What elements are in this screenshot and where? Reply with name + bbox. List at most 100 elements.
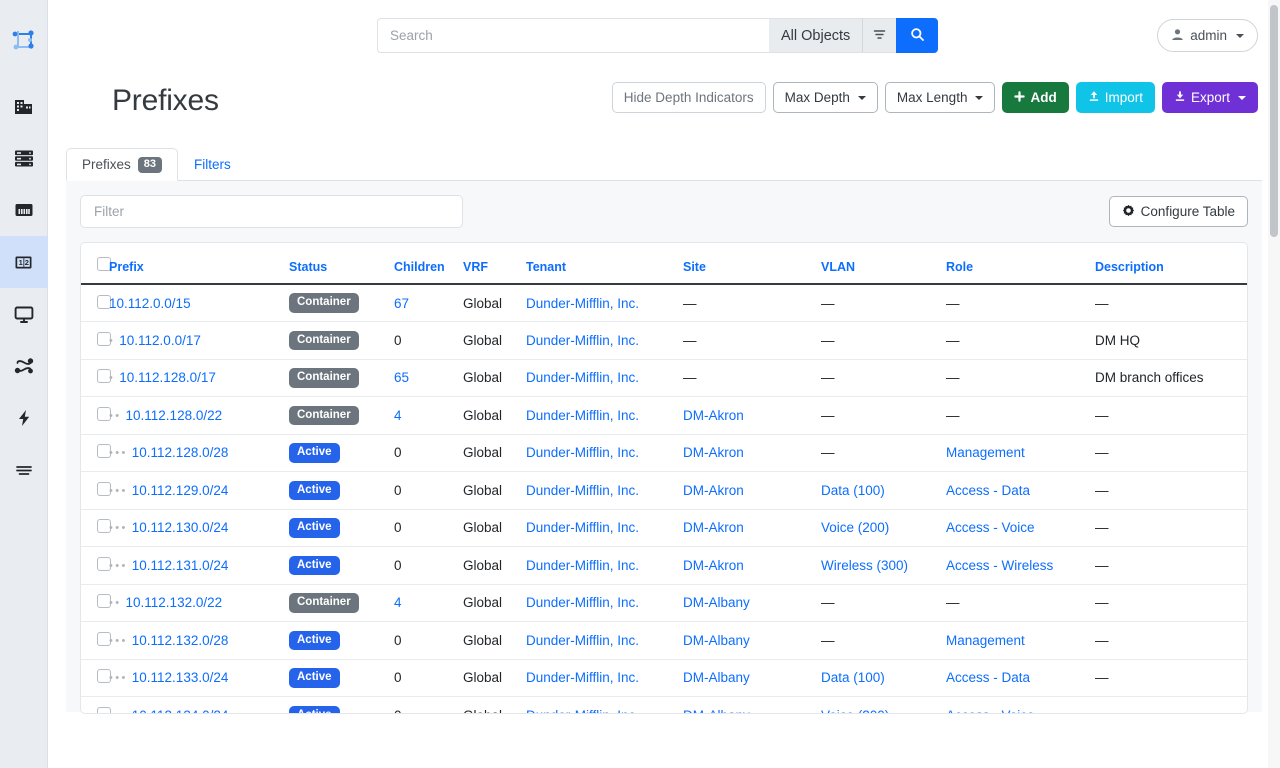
row-select-cell [81, 359, 111, 397]
search-input[interactable] [377, 18, 769, 53]
role-cell: Management [946, 434, 1095, 472]
role-link[interactable]: Access - Voice [946, 708, 1035, 713]
tenant-link[interactable]: Dunder-Mifflin, Inc. [526, 595, 640, 611]
column-header-status[interactable]: Status [289, 243, 394, 285]
sidebar-item-power[interactable] [0, 392, 48, 444]
tenant-link[interactable]: Dunder-Mifflin, Inc. [526, 708, 639, 713]
site-link[interactable]: DM-Akron [683, 482, 744, 498]
prefix-link[interactable]: 10.112.0.0/15 [109, 295, 191, 311]
site-link[interactable]: DM-Akron [683, 557, 744, 573]
role-link[interactable]: Management [946, 445, 1025, 461]
prefix-link[interactable]: 10.112.128.0/22 [125, 407, 223, 423]
search-scope-selector[interactable]: All Objects [769, 18, 863, 53]
column-header-vlan[interactable]: VLAN [821, 243, 946, 285]
prefix-link[interactable]: 10.112.128.0/17 [119, 370, 216, 386]
tenant-link[interactable]: Dunder-Mifflin, Inc. [526, 407, 640, 423]
tab-prefixes-count: 83 [137, 156, 163, 173]
vlan-link[interactable]: Data (100) [821, 482, 885, 498]
vlan-link[interactable]: Data (100) [821, 670, 885, 686]
configure-table-button[interactable]: Configure Table [1108, 196, 1248, 227]
site-link[interactable]: DM-Akron [683, 445, 744, 461]
sidebar-item-netbox-logo[interactable] [0, 0, 48, 80]
column-header-tenant[interactable]: Tenant [526, 243, 683, 285]
tenant-link[interactable]: Dunder-Mifflin, Inc. [526, 445, 640, 461]
prefix-link[interactable]: 10.112.130.0/24 [131, 520, 229, 536]
description-cell: — [1095, 621, 1247, 660]
children-link[interactable]: 4 [394, 407, 402, 423]
prefix-link[interactable]: 10.112.0.0/17 [119, 332, 201, 348]
prefix-link[interactable]: 10.112.132.0/28 [131, 632, 229, 648]
vlan-link[interactable]: Wireless (300) [821, 557, 909, 573]
prefix-link[interactable]: 10.112.134.0/24 [132, 708, 229, 713]
row-select-cell [81, 396, 111, 435]
tenant-link[interactable]: Dunder-Mifflin, Inc. [526, 295, 640, 311]
role-link[interactable]: Access - Voice [946, 520, 1035, 536]
page-scrollbar-track[interactable] [1268, 0, 1280, 768]
import-button[interactable]: Import [1075, 82, 1155, 113]
role-link[interactable]: Access - Data [946, 670, 1031, 686]
vlan-link: — [821, 595, 835, 611]
site-link[interactable]: DM-Albany [683, 632, 750, 648]
circuit-path-icon [13, 355, 35, 377]
prefix-link[interactable]: 10.112.131.0/24 [131, 557, 229, 573]
prefix-link[interactable]: 10.112.133.0/24 [131, 670, 229, 686]
column-header-site[interactable]: Site [683, 243, 821, 285]
site-link[interactable]: DM-Albany [683, 708, 750, 713]
site-cell: — [683, 321, 821, 360]
site-link[interactable]: DM-Albany [683, 670, 750, 686]
site-link[interactable]: DM-Akron [683, 407, 744, 423]
max-length-dropdown[interactable]: Max Length [884, 82, 996, 113]
column-header-vrf[interactable]: VRF [463, 243, 526, 285]
vlan-link[interactable]: Voice (200) [821, 520, 890, 536]
column-header-prefix[interactable]: Prefix [109, 243, 289, 285]
tab-prefixes[interactable]: Prefixes 83 [66, 148, 179, 181]
children-link[interactable]: 67 [394, 295, 410, 311]
tenant-link[interactable]: Dunder-Mifflin, Inc. [526, 332, 640, 348]
export-dropdown[interactable]: Export [1161, 82, 1258, 113]
depth-indicator: ••• [109, 559, 128, 572]
tenant-link[interactable]: Dunder-Mifflin, Inc. [526, 482, 640, 498]
column-header-role[interactable]: Role [946, 243, 1095, 285]
max-depth-dropdown[interactable]: Max Depth [772, 82, 878, 113]
sidebar-item-other[interactable] [0, 444, 48, 496]
filter-input[interactable] [80, 195, 463, 228]
prefix-link[interactable]: 10.112.132.0/22 [125, 595, 223, 611]
role-link[interactable]: Access - Wireless [946, 557, 1054, 573]
search-filter-button[interactable] [862, 18, 897, 53]
table-toolbar: Configure Table [80, 195, 1248, 228]
prefix-cell: ••• 10.112.132.0/28 [109, 621, 289, 660]
vrf-cell: Global [463, 396, 526, 435]
column-header-children[interactable]: Children [394, 243, 463, 285]
tenant-link[interactable]: Dunder-Mifflin, Inc. [526, 632, 640, 648]
prefix-cell: 10.112.0.0/15 [109, 284, 289, 322]
site-link[interactable]: DM-Albany [683, 595, 750, 611]
tenant-link[interactable]: Dunder-Mifflin, Inc. [526, 520, 640, 536]
tenant-link[interactable]: Dunder-Mifflin, Inc. [526, 370, 640, 386]
prefix-link[interactable]: 10.112.129.0/24 [131, 482, 229, 498]
tenant-link[interactable]: Dunder-Mifflin, Inc. [526, 670, 640, 686]
tab-filters[interactable]: Filters [178, 148, 247, 181]
column-header-description[interactable]: Description [1095, 243, 1247, 285]
role-link[interactable]: Management [946, 632, 1025, 648]
prefix-link[interactable]: 10.112.128.0/28 [131, 445, 229, 461]
search-submit-button[interactable] [896, 18, 939, 53]
children-link[interactable]: 65 [394, 370, 410, 386]
sidebar-item-virtualization[interactable] [0, 288, 48, 340]
page-scrollbar-thumb[interactable] [1270, 5, 1278, 237]
prefix-cell: ••• 10.112.133.0/24 [109, 659, 289, 697]
children-count: 0 [394, 557, 402, 573]
hide-depth-indicators-button[interactable]: Hide Depth Indicators [611, 82, 766, 113]
add-button[interactable]: Add [1002, 82, 1069, 113]
tenant-link[interactable]: Dunder-Mifflin, Inc. [526, 557, 640, 573]
sidebar-item-organization[interactable] [0, 80, 48, 132]
vlan-link[interactable]: Voice (200) [821, 708, 889, 713]
sidebar-item-ipam[interactable]: 1 2 [0, 236, 48, 288]
site-link[interactable]: DM-Akron [683, 520, 744, 536]
user-menu-button[interactable]: admin [1157, 19, 1258, 52]
role-link[interactable]: Access - Data [946, 482, 1031, 498]
sidebar-item-devices[interactable] [0, 132, 48, 184]
children-link[interactable]: 4 [394, 595, 402, 611]
sidebar-item-connections[interactable] [0, 184, 48, 236]
vrf-value: Global [463, 670, 503, 686]
sidebar-item-circuits[interactable] [0, 340, 48, 392]
